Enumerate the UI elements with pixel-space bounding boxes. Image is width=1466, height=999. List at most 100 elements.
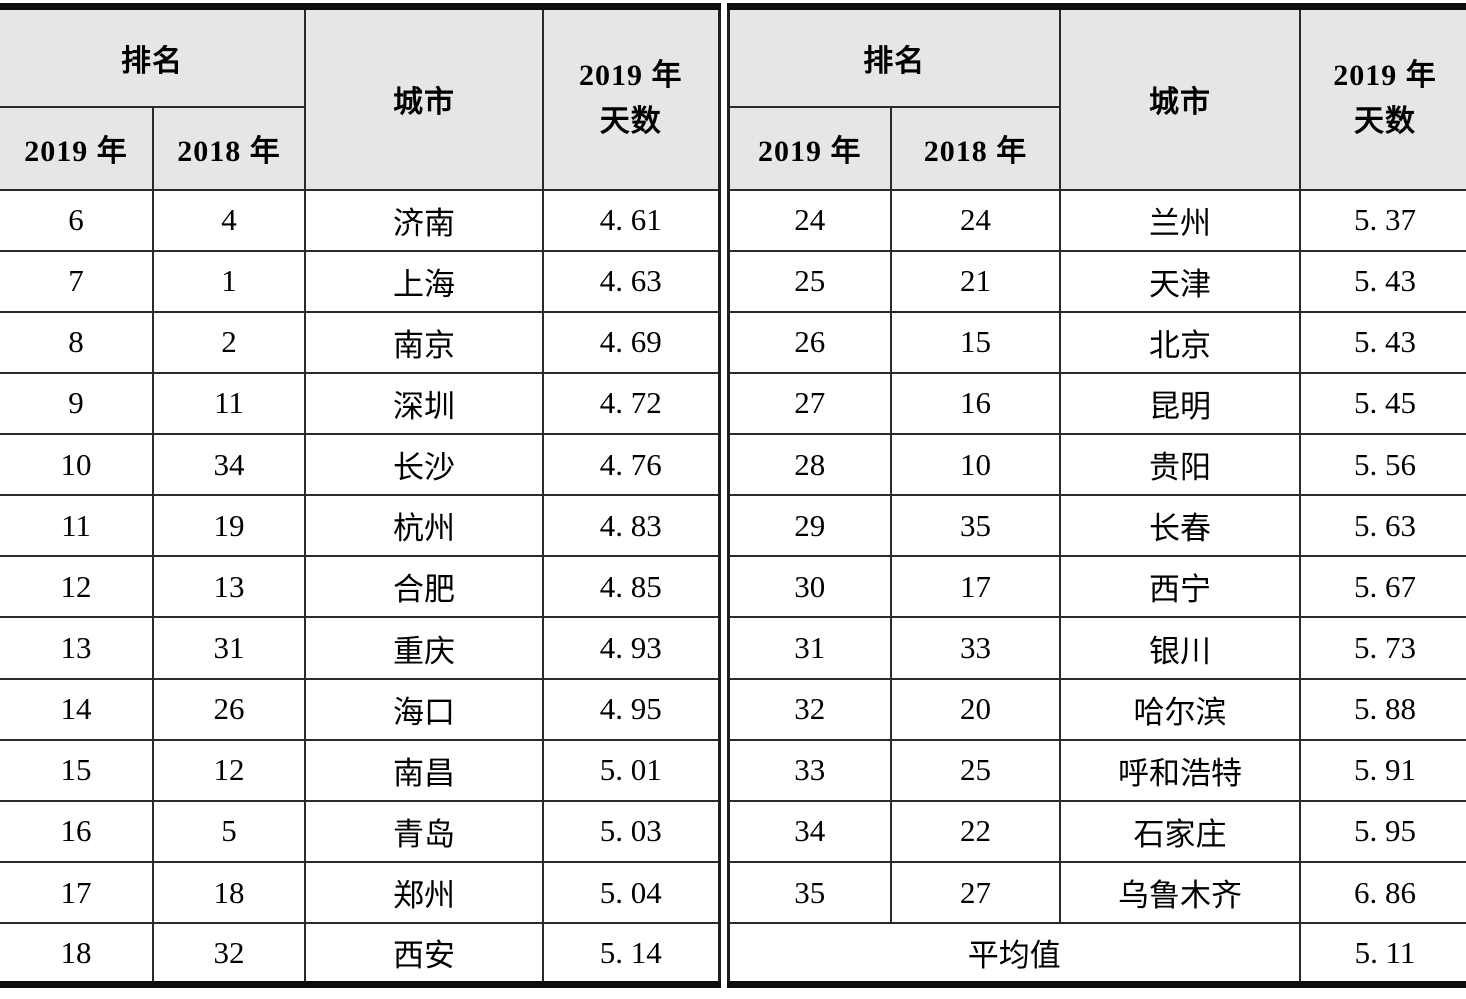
table-row: 15 12 南昌 5. 01: [0, 738, 720, 802]
table-row: 30 17 西宁 5. 67: [727, 555, 1466, 619]
cell-city: 南京: [304, 310, 544, 374]
cell-days: 5. 67: [1299, 555, 1466, 619]
cell-rank-2018: 26: [152, 677, 306, 741]
cell-rank-2019: 28: [727, 433, 892, 497]
cell-rank-2018: 2: [152, 310, 306, 374]
cell-city: 合肥: [304, 555, 544, 619]
ranking-table-right: 排名 城市 2019 年 天数 2019 年 2018 年 24 24 兰州 5. 3…: [726, 3, 1466, 988]
cell-city: 昆明: [1059, 371, 1301, 436]
rank-2018-header: 2018 年: [152, 105, 306, 191]
cell-days: 5. 04: [542, 861, 720, 925]
table-row: 34 22 石家庄 5. 95: [727, 799, 1466, 864]
cell-rank-2018: 12: [152, 738, 306, 802]
days-header-line1: 2019 年: [1333, 58, 1437, 92]
table-row: 28 10 贵阳 5. 56: [727, 433, 1466, 497]
table-row: 7 1 上海 4. 63: [0, 249, 720, 313]
cell-rank-2018: 10: [890, 433, 1061, 497]
cell-days: 4. 69: [542, 310, 720, 374]
header-row-1: 排名 城市 2019 年 天数: [0, 5, 720, 191]
cell-rank-2019: 14: [0, 677, 154, 741]
table-row: 26 15 北京 5. 43: [727, 310, 1466, 374]
cell-city: 济南: [304, 188, 544, 252]
table-row: 9 11 深圳 4. 72: [0, 371, 720, 436]
cell-city: 郑州: [304, 861, 544, 925]
cell-days: 4. 83: [542, 494, 720, 558]
cell-rank-2019: 18: [0, 922, 154, 986]
cell-rank-2018: 25: [890, 738, 1061, 802]
days-header-line2: 天数: [599, 105, 662, 139]
cell-rank-2018: 17: [890, 555, 1061, 619]
rank-group-header: 排名: [0, 5, 306, 108]
cell-rank-2018: 24: [890, 188, 1061, 252]
cell-rank-2019: 27: [727, 371, 892, 436]
cell-days: 4. 76: [542, 433, 720, 497]
cell-rank-2018: 16: [890, 371, 1061, 436]
cell-city: 乌鲁木齐: [1059, 861, 1301, 925]
cell-rank-2019: 12: [0, 555, 154, 619]
table-row: 25 21 天津 5. 43: [727, 249, 1466, 313]
table-row: 32 20 哈尔滨 5. 88: [727, 677, 1466, 741]
cell-days: 5. 14: [542, 922, 720, 986]
table-row: 6 4 济南 4. 61: [0, 188, 720, 252]
cell-rank-2018: 1: [152, 249, 306, 313]
average-label-cell: 平均值: [727, 922, 1301, 986]
cell-rank-2019: 8: [0, 310, 154, 374]
cell-rank-2019: 15: [0, 738, 154, 802]
cell-rank-2019: 31: [727, 616, 892, 680]
city-header: 城市: [304, 5, 544, 191]
cell-rank-2018: 22: [890, 799, 1061, 864]
average-row: 平均值 5. 11: [727, 922, 1466, 986]
cell-days: 5. 91: [1299, 738, 1466, 802]
header-row-2: 2019 年 2018 年: [0, 105, 719, 191]
table-row: 14 26 海口 4. 95: [0, 677, 720, 741]
city-header: 城市: [1059, 5, 1301, 191]
cell-rank-2019: 6: [0, 188, 154, 252]
cell-rank-2018: 4: [152, 188, 306, 252]
cell-rank-2019: 30: [727, 555, 892, 619]
table-row: 27 16 昆明 5. 45: [727, 371, 1466, 436]
cell-rank-2019: 35: [727, 861, 892, 925]
days-header: 2019 年 天数: [542, 5, 720, 191]
cell-days: 5. 88: [1299, 677, 1466, 741]
cell-rank-2018: 20: [890, 677, 1061, 741]
cell-city: 兰州: [1059, 188, 1301, 252]
cell-rank-2019: 25: [727, 249, 892, 313]
cell-rank-2019: 32: [727, 677, 892, 741]
cell-days: 5. 45: [1299, 371, 1466, 436]
table-row: 29 35 长春 5. 63: [727, 494, 1466, 558]
cell-days: 4. 95: [542, 677, 720, 741]
cell-rank-2019: 17: [0, 861, 154, 925]
cell-rank-2018: 5: [152, 799, 306, 864]
table-row: 18 32 西安 5. 14: [0, 922, 720, 986]
table-row: 31 33 银川 5. 73: [727, 616, 1466, 680]
cell-rank-2018: 13: [152, 555, 306, 619]
cell-days: 4. 85: [542, 555, 720, 619]
cell-rank-2019: 34: [727, 799, 892, 864]
cell-rank-2019: 33: [727, 738, 892, 802]
rank-2018-header: 2018 年: [890, 105, 1060, 191]
rank-2019-header: 2019 年: [0, 105, 154, 191]
cell-city: 西安: [304, 922, 544, 986]
cell-city: 杭州: [304, 494, 544, 558]
cell-days: 5. 73: [1299, 616, 1466, 680]
cell-city: 海口: [304, 677, 544, 741]
table-row: 35 27 乌鲁木齐 6. 86: [727, 861, 1466, 925]
cell-city: 重庆: [304, 616, 544, 680]
cell-rank-2019: 16: [0, 799, 154, 864]
cell-rank-2019: 9: [0, 371, 154, 436]
cell-days: 5. 03: [542, 799, 720, 864]
cell-city: 石家庄: [1059, 799, 1301, 864]
days-header: 2019 年 天数: [1299, 5, 1466, 191]
cell-city: 长沙: [304, 433, 544, 497]
cell-days: 5. 43: [1299, 310, 1466, 374]
days-header-line1: 2019 年: [579, 58, 683, 92]
cell-rank-2018: 11: [152, 371, 306, 436]
cell-city: 呼和浩特: [1059, 738, 1301, 802]
cell-days: 5. 37: [1299, 188, 1466, 252]
cell-days: 4. 61: [542, 188, 720, 252]
cell-rank-2018: 18: [152, 861, 306, 925]
cell-rank-2018: 32: [152, 922, 306, 986]
rank-group-header: 排名: [727, 5, 1061, 108]
cell-rank-2018: 21: [890, 249, 1061, 313]
